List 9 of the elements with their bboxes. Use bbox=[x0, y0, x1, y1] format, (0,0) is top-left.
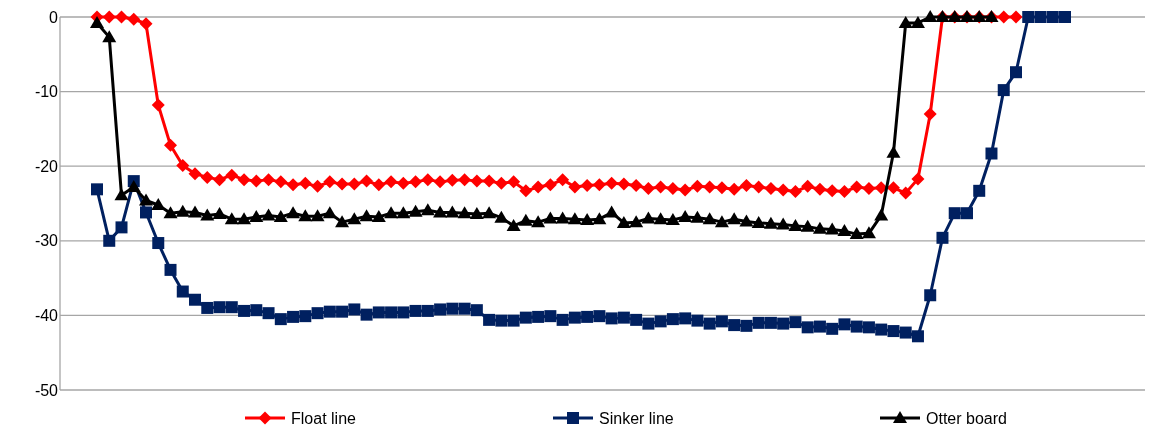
legend-label: Sinker line bbox=[599, 409, 674, 427]
legend-label: Float line bbox=[291, 409, 357, 427]
y-tick-label: -30 bbox=[34, 232, 59, 250]
y-tick-label: -50 bbox=[34, 381, 59, 399]
y-tick-label: -10 bbox=[34, 83, 59, 101]
y-tick-label: 0 bbox=[49, 8, 59, 26]
legend-label: Otter board bbox=[926, 409, 1007, 427]
y-tick-label: -40 bbox=[34, 307, 59, 324]
y-tick-label: -20 bbox=[34, 157, 59, 175]
